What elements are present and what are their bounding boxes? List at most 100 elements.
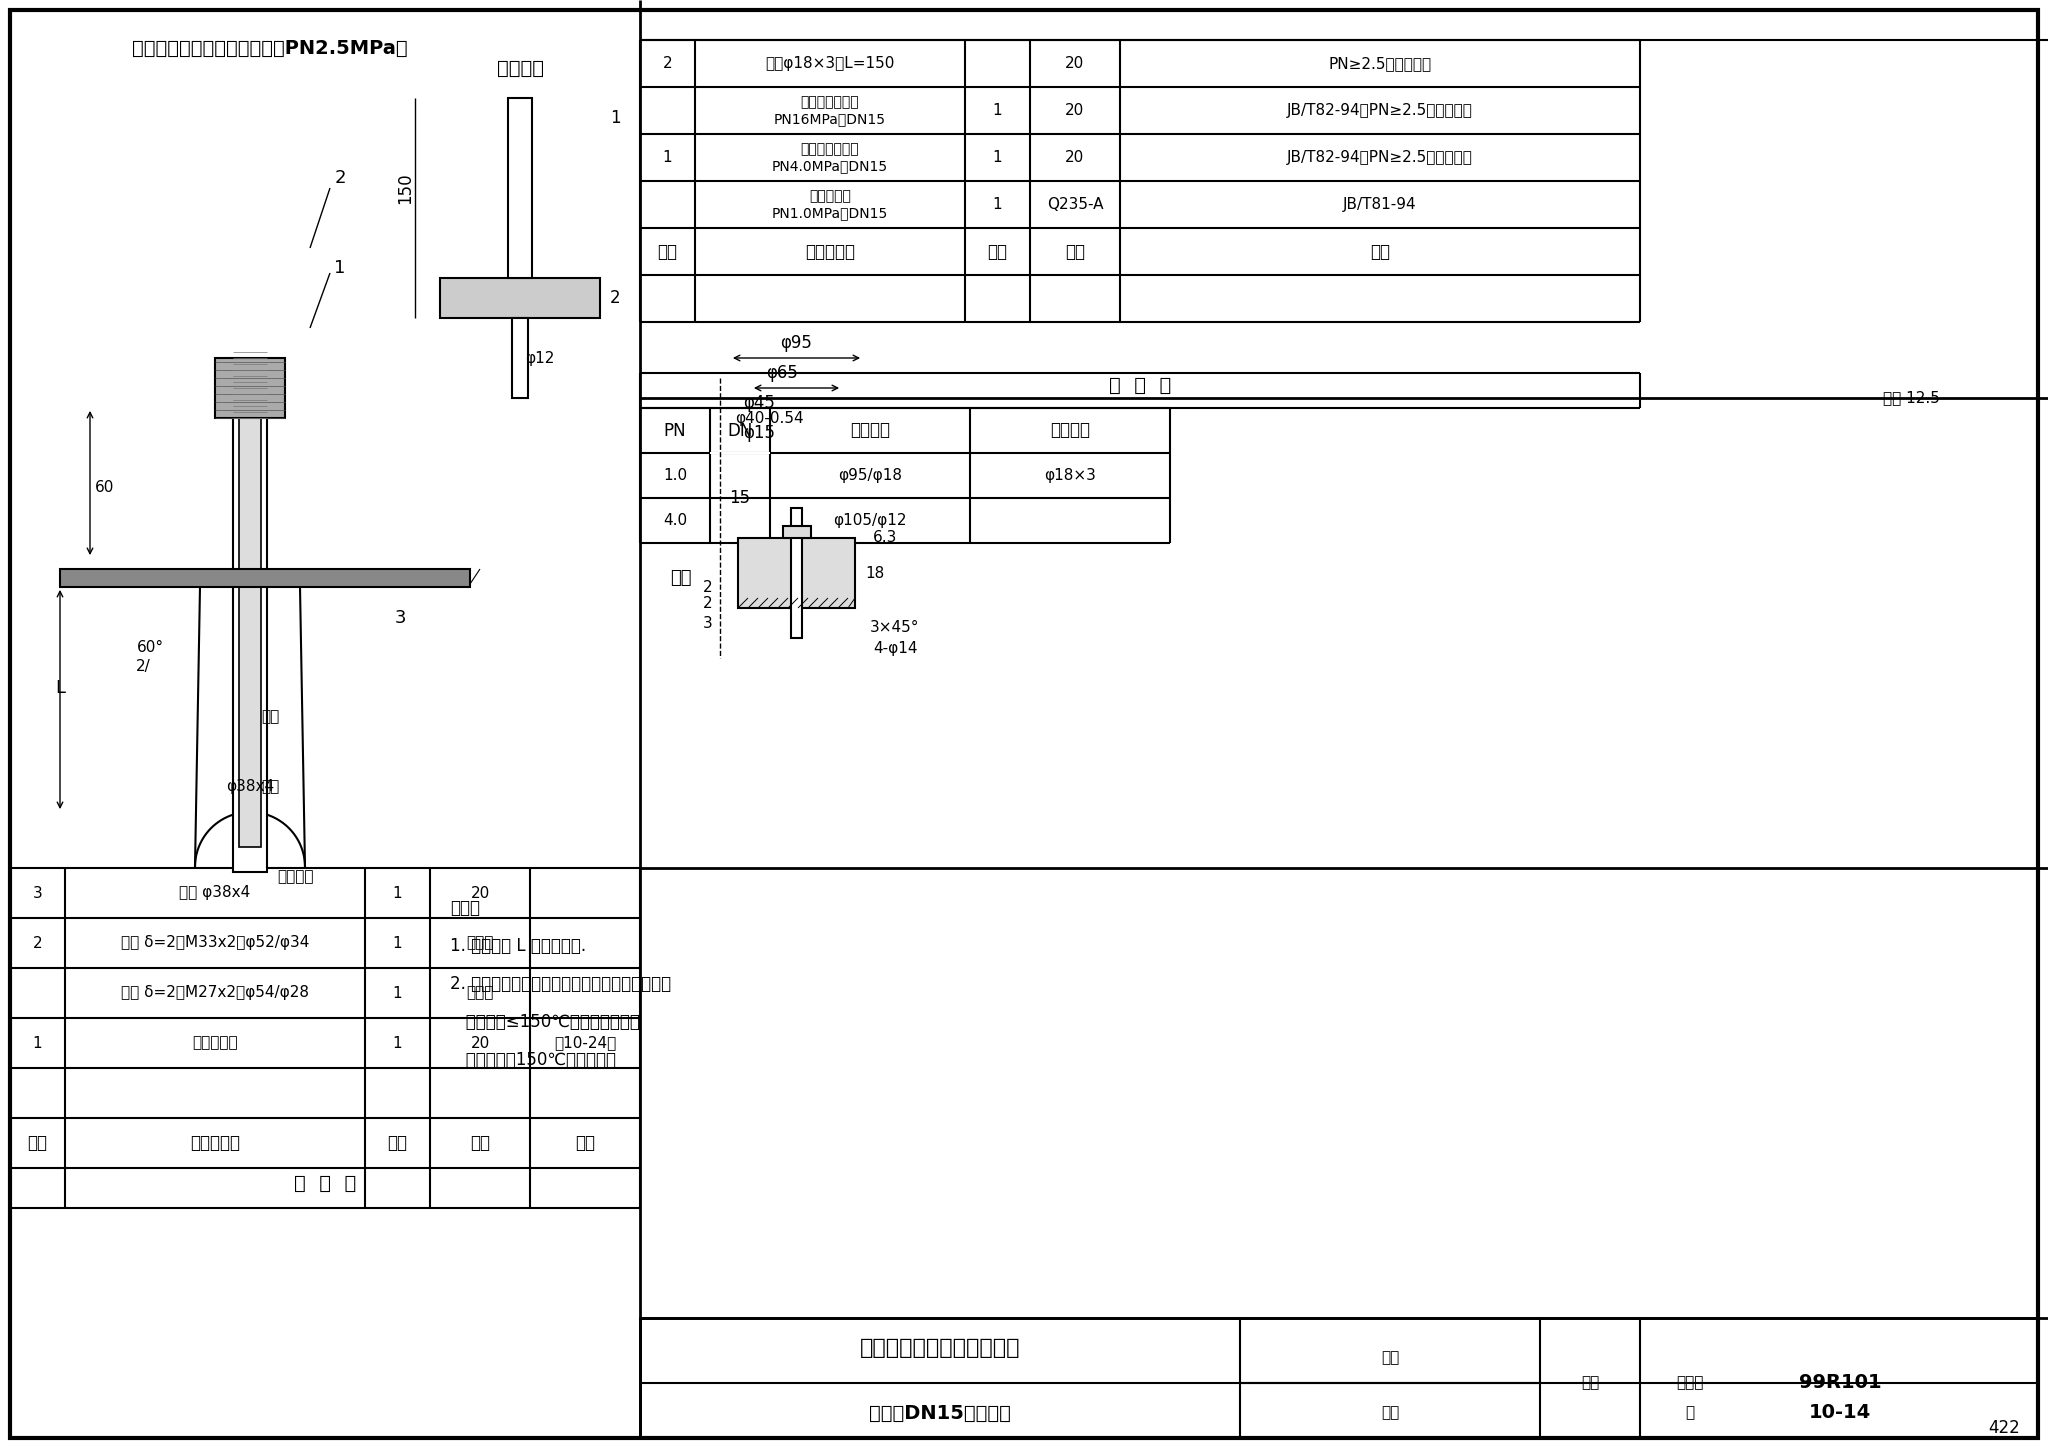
- Text: 法兰: 法兰: [670, 569, 692, 586]
- Text: Q235-A: Q235-A: [1047, 197, 1104, 211]
- Text: 审核: 审核: [1380, 1351, 1399, 1365]
- Text: 氟材料: 氟材料: [467, 986, 494, 1001]
- Text: PN: PN: [664, 421, 686, 440]
- Text: JB/T82-94，PN≥2.5时用不锈钢: JB/T82-94，PN≥2.5时用不锈钢: [1286, 151, 1473, 165]
- Text: 60: 60: [94, 481, 115, 495]
- Text: 150: 150: [395, 172, 414, 204]
- Text: 直形连接头: 直形连接头: [193, 1035, 238, 1050]
- Text: φ65: φ65: [766, 363, 799, 382]
- Text: 材  料  表: 材 料 表: [1108, 376, 1171, 395]
- Bar: [512, 319, 528, 398]
- Text: 2. 为改善热传导性在外保护管内充填下列物质：: 2. 为改善热传导性在外保护管内充填下列物质：: [451, 975, 672, 993]
- Text: 3: 3: [395, 610, 406, 627]
- Text: 法兰规格: 法兰规格: [850, 421, 891, 440]
- Text: φ18×3: φ18×3: [1044, 468, 1096, 484]
- Text: 封焊打光: 封焊打光: [276, 869, 313, 885]
- Text: 422: 422: [1989, 1419, 2019, 1436]
- Bar: [791, 508, 801, 639]
- Text: 2: 2: [702, 595, 713, 611]
- Text: 名称及规格: 名称及规格: [190, 1134, 240, 1153]
- Text: 1: 1: [993, 103, 1001, 117]
- Text: 15: 15: [729, 489, 750, 507]
- Bar: [508, 98, 532, 278]
- Text: 2: 2: [334, 169, 346, 187]
- Text: 见10-24页: 见10-24页: [553, 1035, 616, 1050]
- Bar: [737, 539, 854, 608]
- Text: 法兰接管: 法兰接管: [496, 58, 543, 78]
- Text: φ12: φ12: [526, 350, 555, 365]
- Text: 6.3: 6.3: [872, 530, 897, 546]
- Text: 3: 3: [702, 615, 713, 630]
- Text: 套管 φ38x4: 套管 φ38x4: [180, 886, 250, 901]
- Text: 数量: 数量: [987, 243, 1008, 261]
- Text: L: L: [55, 679, 66, 696]
- Text: 打光: 打光: [260, 779, 279, 795]
- Text: PN1.0MPa，DN15: PN1.0MPa，DN15: [772, 207, 889, 220]
- Text: PN≥2.5时用不锈钢: PN≥2.5时用不锈钢: [1329, 56, 1432, 71]
- Text: 图集号: 图集号: [1677, 1376, 1704, 1390]
- Bar: [639, 1318, 2038, 1438]
- Text: 20: 20: [1065, 56, 1085, 71]
- Text: 件号: 件号: [27, 1134, 47, 1153]
- Text: 校对: 校对: [1380, 1406, 1399, 1420]
- Text: φ105/φ12: φ105/φ12: [834, 513, 907, 529]
- Text: 2: 2: [664, 56, 672, 71]
- Text: φ40-0.54: φ40-0.54: [735, 410, 803, 426]
- Text: 1.0: 1.0: [664, 468, 686, 484]
- Text: 氟材料: 氟材料: [467, 935, 494, 950]
- Text: 18: 18: [866, 566, 885, 581]
- Text: 1: 1: [664, 151, 672, 165]
- Bar: [215, 358, 285, 418]
- Text: φ95/φ18: φ95/φ18: [838, 468, 901, 484]
- Text: 数量: 数量: [387, 1134, 408, 1153]
- Text: 20: 20: [1065, 151, 1085, 165]
- Text: 使用温度＞150℃充填铜屑。: 使用温度＞150℃充填铜屑。: [451, 1051, 616, 1069]
- Text: 垫片 δ=2，M27x2，φ54/φ28: 垫片 δ=2，M27x2，φ54/φ28: [121, 986, 309, 1001]
- Text: φ45: φ45: [743, 394, 776, 413]
- Text: 材质: 材质: [469, 1134, 489, 1153]
- Text: 3×45°: 3×45°: [870, 621, 920, 636]
- Text: 10-14: 10-14: [1808, 1403, 1872, 1422]
- Text: 99R101: 99R101: [1798, 1374, 1882, 1393]
- Text: 60°: 60°: [137, 640, 164, 654]
- Text: 凸面对焊钢法兰: 凸面对焊钢法兰: [801, 142, 860, 156]
- Text: 接管尺寸: 接管尺寸: [1051, 421, 1090, 440]
- Text: 其余 12.5: 其余 12.5: [1882, 391, 1939, 405]
- Text: 备注: 备注: [575, 1134, 596, 1153]
- Bar: [59, 569, 469, 586]
- Text: 1: 1: [993, 151, 1001, 165]
- Text: 20: 20: [1065, 103, 1085, 117]
- Text: 1: 1: [993, 197, 1001, 211]
- Text: 垫片 δ=2，M33x2，φ52/φ34: 垫片 δ=2，M33x2，φ52/φ34: [121, 935, 309, 950]
- Text: 设计: 设计: [1581, 1376, 1599, 1390]
- Text: 1: 1: [33, 1035, 43, 1050]
- Text: 页: 页: [1686, 1406, 1694, 1420]
- Text: φ95: φ95: [780, 334, 813, 352]
- Text: 温包在钢管道、设备上安装（PN2.5MPa）: 温包在钢管道、设备上安装（PN2.5MPa）: [133, 39, 408, 58]
- Text: 20: 20: [471, 886, 489, 901]
- Text: 1: 1: [393, 886, 401, 901]
- Bar: [240, 398, 260, 847]
- Text: PN4.0MPa，DN15: PN4.0MPa，DN15: [772, 159, 889, 174]
- Text: 1: 1: [610, 109, 621, 127]
- Text: 凸面对焊钢法兰: 凸面对焊钢法兰: [801, 96, 860, 110]
- Text: φ38x4: φ38x4: [225, 779, 274, 795]
- Text: 2: 2: [702, 581, 713, 595]
- Text: 1. 插入深度 L 由设计决定.: 1. 插入深度 L 由设计决定.: [451, 937, 586, 956]
- Text: 备注: 备注: [1370, 243, 1391, 261]
- Text: 平焊钢法兰: 平焊钢法兰: [809, 190, 850, 204]
- Text: 2: 2: [610, 290, 621, 307]
- Bar: [782, 526, 811, 539]
- Text: JB/T82-94，PN≥2.5时用不锈钢: JB/T82-94，PN≥2.5时用不锈钢: [1286, 103, 1473, 117]
- Text: PN16MPa，DN15: PN16MPa，DN15: [774, 113, 887, 126]
- Text: 名称及规格: 名称及规格: [805, 243, 854, 261]
- Text: 1: 1: [393, 935, 401, 950]
- Text: 2/: 2/: [135, 659, 150, 675]
- Text: 使用温度≤150℃充填变压器油；: 使用温度≤150℃充填变压器油；: [451, 1014, 639, 1031]
- Text: 4.0: 4.0: [664, 513, 686, 529]
- Text: 材质: 材质: [1065, 243, 1085, 261]
- Text: 3: 3: [33, 886, 43, 901]
- Text: 1: 1: [393, 986, 401, 1001]
- Text: 法兰、DN15法兰接管: 法兰、DN15法兰接管: [868, 1403, 1012, 1422]
- Text: φ15: φ15: [743, 424, 776, 442]
